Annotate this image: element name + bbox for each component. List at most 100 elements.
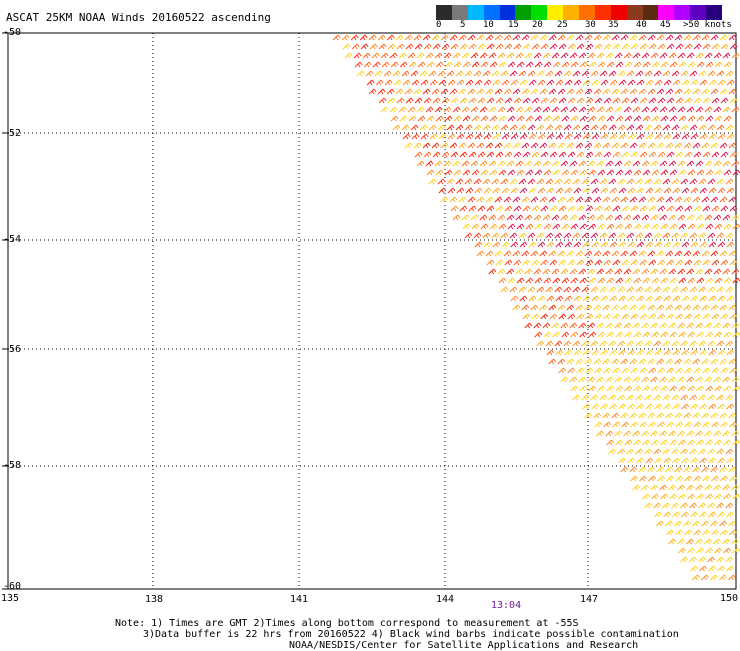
color-swatch bbox=[658, 5, 675, 20]
wind-barb bbox=[645, 187, 654, 194]
wind-barb bbox=[609, 349, 618, 356]
wind-barb bbox=[438, 133, 447, 140]
wind-barb bbox=[522, 313, 531, 320]
wind-barb bbox=[722, 376, 731, 383]
wind-barb bbox=[695, 322, 704, 329]
wind-barb bbox=[582, 133, 591, 140]
wind-barb bbox=[512, 304, 521, 311]
wind-barb bbox=[665, 466, 674, 473]
wind-barb bbox=[456, 79, 465, 86]
wind-barb bbox=[684, 421, 693, 428]
wind-barb bbox=[548, 196, 557, 203]
wind-barb bbox=[650, 52, 659, 59]
wind-barb bbox=[660, 385, 669, 392]
wind-barb bbox=[732, 547, 740, 554]
wind-barb bbox=[698, 70, 707, 77]
wind-barb bbox=[540, 43, 549, 50]
wind-barb bbox=[600, 403, 609, 410]
wind-barb bbox=[600, 187, 609, 194]
wind-barb bbox=[557, 196, 566, 203]
wind-barb bbox=[600, 79, 609, 86]
wind-barb bbox=[723, 439, 732, 446]
wind-barb bbox=[554, 124, 563, 131]
wind-barb bbox=[462, 115, 471, 122]
wind-barb bbox=[645, 133, 654, 140]
lon-label: 150 bbox=[720, 593, 739, 604]
wind-barb bbox=[692, 520, 700, 527]
wind-barb bbox=[716, 124, 725, 131]
color-scale-label: 45 bbox=[660, 20, 671, 30]
wind-barb bbox=[581, 340, 590, 347]
wind-barb bbox=[630, 151, 639, 158]
wind-barb bbox=[461, 52, 470, 59]
wind-barb bbox=[497, 106, 506, 113]
wind-barb bbox=[641, 322, 650, 329]
wind-barb bbox=[702, 367, 711, 374]
wind-barb bbox=[459, 43, 468, 50]
wind-barb bbox=[531, 97, 540, 104]
wind-barb bbox=[530, 34, 539, 41]
wind-barb bbox=[710, 574, 718, 581]
wind-barb bbox=[495, 259, 504, 266]
wind-barb bbox=[720, 151, 729, 158]
wind-barb bbox=[647, 88, 656, 95]
wind-barb bbox=[710, 250, 719, 257]
wind-barb bbox=[728, 34, 737, 41]
wind-barb bbox=[609, 187, 618, 194]
wind-barb bbox=[548, 88, 557, 95]
wind-barb bbox=[704, 376, 713, 383]
wind-barb bbox=[450, 97, 459, 104]
wind-barb bbox=[710, 358, 719, 365]
wind-barb bbox=[470, 160, 479, 167]
wind-barb bbox=[494, 142, 503, 149]
wind-barb bbox=[623, 322, 632, 329]
wind-barb bbox=[503, 196, 512, 203]
wind-barb bbox=[362, 52, 371, 59]
wind-barb bbox=[497, 268, 506, 275]
wind-barb bbox=[704, 106, 713, 113]
wind-barb bbox=[576, 205, 585, 212]
wind-barb bbox=[608, 394, 617, 401]
wind-barb bbox=[719, 358, 728, 365]
wind-barb bbox=[563, 340, 572, 347]
color-scale-label: 5 bbox=[460, 20, 466, 30]
wind-barb bbox=[557, 34, 566, 41]
wind-barb bbox=[630, 475, 638, 482]
wind-barb bbox=[701, 574, 709, 581]
wind-barb bbox=[618, 133, 627, 140]
wind-barb bbox=[659, 52, 668, 59]
wind-barb bbox=[455, 70, 464, 77]
wind-barb bbox=[648, 205, 657, 212]
wind-barb bbox=[434, 160, 443, 167]
lat-label: -56 bbox=[3, 344, 22, 355]
wind-barb bbox=[714, 169, 723, 176]
wind-barb bbox=[488, 52, 497, 59]
wind-barb bbox=[650, 484, 658, 491]
wind-barb bbox=[426, 61, 435, 68]
wind-barb bbox=[630, 313, 639, 320]
wind-barb bbox=[543, 115, 552, 122]
wind-barb bbox=[555, 349, 564, 356]
wind-barb bbox=[627, 241, 636, 248]
wind-barb bbox=[638, 412, 647, 419]
wind-barb bbox=[594, 205, 603, 212]
wind-barb bbox=[533, 268, 542, 275]
wind-barb bbox=[632, 52, 641, 59]
wind-barb bbox=[614, 322, 623, 329]
wind-barb bbox=[725, 286, 734, 293]
wind-barb bbox=[441, 151, 450, 158]
wind-barb bbox=[513, 97, 522, 104]
wind-barb bbox=[647, 358, 656, 365]
wind-barb bbox=[695, 430, 704, 437]
wind-barb bbox=[699, 187, 708, 194]
wind-barb bbox=[641, 52, 650, 59]
wind-barb bbox=[698, 124, 707, 131]
wind-barb bbox=[510, 187, 519, 194]
wind-barb bbox=[584, 34, 593, 41]
wind-barb bbox=[507, 169, 516, 176]
wind-barb bbox=[425, 160, 434, 167]
wind-barb bbox=[719, 574, 727, 581]
wind-barb bbox=[603, 151, 612, 158]
wind-barb bbox=[705, 547, 713, 554]
wind-barb bbox=[578, 214, 587, 221]
